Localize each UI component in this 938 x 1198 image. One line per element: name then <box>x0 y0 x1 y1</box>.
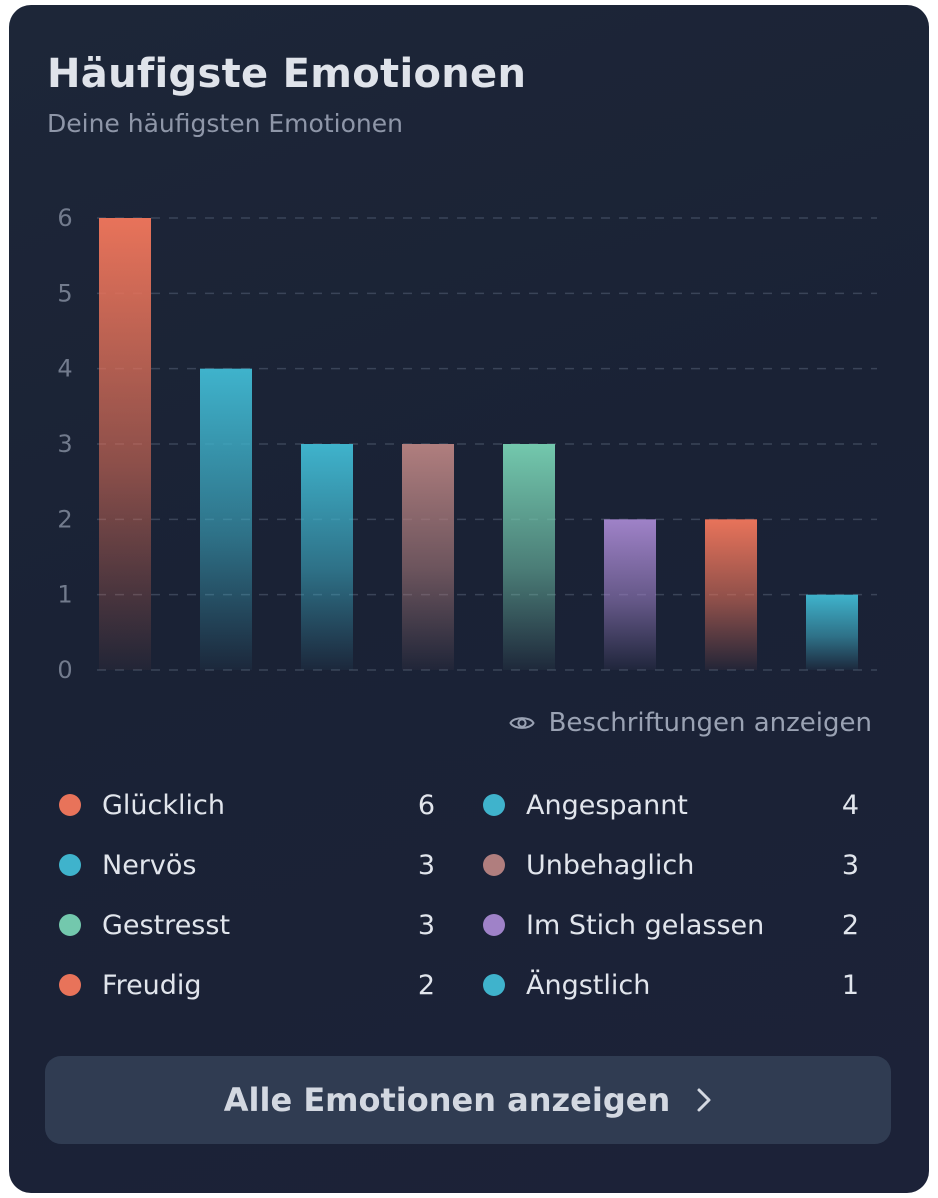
legend-label: Angespannt <box>526 789 688 821</box>
card-title: Häufigste Emotionen <box>47 51 527 97</box>
bar-chart: 0 1 2 3 4 5 6 <box>57 204 877 684</box>
legend-label: Nervös <box>102 849 197 881</box>
y-tick-label: 2 <box>57 505 72 533</box>
bar-angespannt[interactable] <box>200 368 252 670</box>
show-labels-toggle[interactable]: Beschriftungen anzeigen <box>508 708 872 738</box>
legend-label: Unbehaglich <box>526 849 695 881</box>
eye-icon <box>508 717 535 729</box>
y-tick-label: 0 <box>57 656 72 684</box>
legend-color-dot <box>59 794 81 816</box>
legend-item: Freudig 2 <box>59 955 435 1015</box>
bar-freudig[interactable] <box>705 519 757 670</box>
legend-count: 6 <box>417 789 435 821</box>
legend-count: 2 <box>417 969 435 1001</box>
legend-label: Glücklich <box>102 789 225 821</box>
legend-item: Glücklich 6 <box>59 775 435 835</box>
y-tick-label: 6 <box>57 204 72 232</box>
show-all-emotions-button[interactable]: Alle Emotionen anzeigen <box>45 1056 891 1144</box>
bar-unbehaglich[interactable] <box>402 444 454 670</box>
legend-count: 4 <box>841 789 859 821</box>
legend-label: Ängstlich <box>526 969 651 1001</box>
show-labels-label: Beschriftungen anzeigen <box>548 708 872 738</box>
bar-nervös[interactable] <box>301 444 353 670</box>
legend-count: 3 <box>841 849 859 881</box>
legend-count: 2 <box>841 909 859 941</box>
bar-im-stich-gelassen[interactable] <box>604 519 656 670</box>
legend-color-dot <box>483 794 505 816</box>
legend-label: Gestresst <box>102 909 231 941</box>
legend-color-dot <box>483 854 505 876</box>
legend-count: 1 <box>841 969 859 1001</box>
bar-glücklich[interactable] <box>99 218 151 670</box>
bar-gestresst[interactable] <box>503 444 555 670</box>
y-tick-label: 4 <box>57 355 72 383</box>
legend-item: Ängstlich 1 <box>483 955 859 1015</box>
legend-color-dot <box>59 974 81 996</box>
emotions-card: Häufigste Emotionen Deine häufigsten Emo… <box>9 5 929 1193</box>
chevron-right-icon <box>697 1088 711 1112</box>
legend-label: Im Stich gelassen <box>526 909 765 941</box>
legend-color-dot <box>483 974 505 996</box>
y-tick-label: 5 <box>57 279 72 307</box>
legend-color-dot <box>483 914 505 936</box>
y-tick-label: 3 <box>57 430 72 458</box>
legend: Glücklich 6 Angespannt 4 Nervös 3 Unbehaglich 3… <box>59 775 879 1015</box>
legend-item: Unbehaglich 3 <box>483 835 859 895</box>
legend-count: 3 <box>417 849 435 881</box>
legend-item: Angespannt 4 <box>483 775 859 835</box>
show-all-emotions-label: Alle Emotionen anzeigen <box>223 1081 671 1119</box>
legend-item: Im Stich gelassen 2 <box>483 895 859 955</box>
legend-item: Nervös 3 <box>59 835 435 895</box>
legend-label: Freudig <box>102 969 202 1001</box>
y-tick-label: 1 <box>57 581 72 609</box>
bar-ängstlich[interactable] <box>806 594 858 670</box>
card-subtitle: Deine häufigsten Emotionen <box>47 109 403 138</box>
legend-item: Gestresst 3 <box>59 895 435 955</box>
legend-color-dot <box>59 914 81 936</box>
legend-color-dot <box>59 854 81 876</box>
legend-count: 3 <box>417 909 435 941</box>
